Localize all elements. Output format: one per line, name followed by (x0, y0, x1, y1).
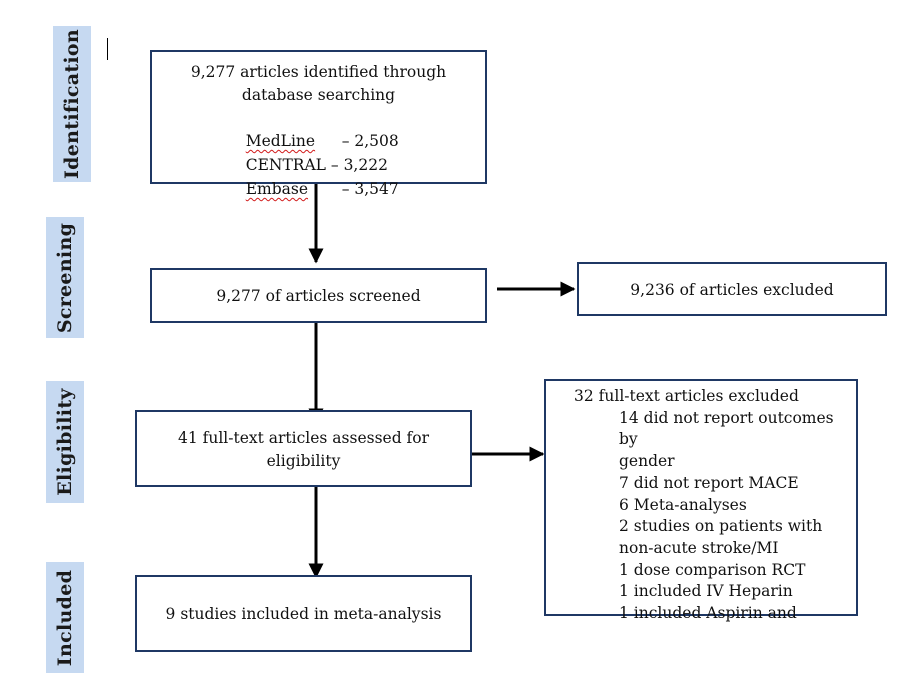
stage-eligibility: Eligibility (46, 381, 84, 503)
exclusion-reason: 14 did not report outcomes by (619, 408, 834, 449)
fulltext-excluded-box: 32 full-text articles excluded 14 did no… (544, 379, 858, 622)
screen-excluded-box: 9,236 of articles excluded (577, 262, 887, 316)
screen-excluded-text: 9,236 of articles excluded (630, 281, 834, 299)
exclusion-reason: 2 studies on patients with (619, 517, 823, 536)
exclusion-reason: gender (619, 452, 675, 471)
exclusion-reason: non-acute stroke/MI (619, 538, 779, 557)
source-central: CENTRAL – 3,222 (226, 131, 388, 200)
exclusion-reason: 6 Meta-analyses (619, 495, 747, 514)
screened-box: 9,277 of articles screened (150, 268, 487, 323)
fulltext-excluded-title: 32 full-text articles excluded (574, 387, 799, 405)
stage-identification: Identification (53, 26, 91, 182)
source-central-name: CENTRAL (245, 156, 326, 174)
source-medline-count: – 2,508 (341, 132, 399, 150)
source-medline: MedLine – 2,508 (226, 107, 399, 176)
source-embase-name: Embase (245, 180, 309, 198)
exclusion-reason: 1 dose comparison RCT (619, 560, 806, 579)
stage-screening: Screening (46, 217, 84, 338)
exclusion-reason: 1 included IV Heparin (619, 582, 793, 601)
stage-included: Included (46, 562, 84, 673)
assessed-line1: 41 full-text articles assessed for (177, 429, 430, 447)
source-central-count: – 3,222 (330, 156, 388, 174)
source-embase: Embase – 3,547 (226, 155, 399, 224)
source-embase-count: – 3,547 (341, 180, 399, 198)
included-box: 9 studies included in meta-analysis (135, 575, 472, 652)
identified-box: 9,277 articles identified through databa… (150, 50, 487, 198)
screened-text: 9,277 of articles screened (216, 287, 421, 305)
assessed-line2: eligibility (266, 452, 341, 470)
included-text: 9 studies included in meta-analysis (165, 605, 442, 623)
text-cursor (107, 38, 108, 60)
source-medline-name: MedLine (245, 132, 316, 150)
exclusion-reason: 7 did not report MACE (619, 473, 799, 492)
identified-line2: database searching (241, 86, 396, 104)
assessed-box: 41 full-text articles assessed for eligi… (135, 410, 472, 487)
exclusion-reason: 1 included Aspirin and (619, 604, 797, 623)
identified-line1: 9,277 articles identified through (190, 63, 447, 81)
